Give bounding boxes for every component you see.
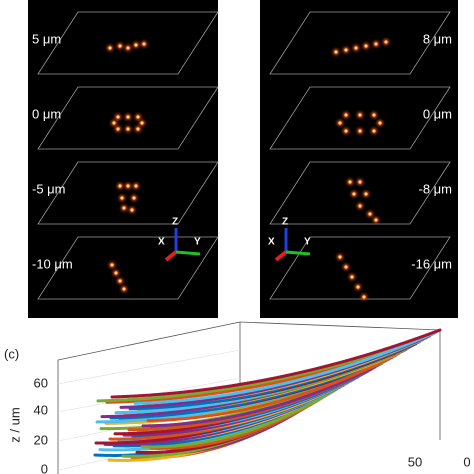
image-plane	[37, 161, 219, 225]
spot	[350, 275, 354, 279]
image-plane	[37, 236, 219, 300]
axis-label: X	[158, 237, 165, 248]
spot	[132, 196, 136, 200]
x-tick-label: 0	[463, 454, 470, 469]
spot	[114, 271, 118, 275]
spot	[126, 46, 130, 50]
axis-x	[274, 250, 288, 262]
axis-label: Z	[282, 217, 288, 228]
spot	[334, 50, 338, 54]
spot	[344, 129, 348, 133]
spot	[358, 113, 362, 117]
spot	[364, 192, 368, 196]
spot	[112, 121, 116, 125]
spot	[356, 285, 360, 289]
spot	[140, 121, 144, 125]
spot	[116, 115, 120, 119]
depth-label: 5 μm	[32, 31, 61, 46]
spot	[130, 208, 134, 212]
axis-label: Y	[304, 237, 311, 248]
panel-b: 8 μm 0 μm -8 μm -16 μm ZX Y	[260, 0, 458, 318]
z-tick-label: 0	[41, 461, 48, 474]
axis-label: Y	[194, 237, 201, 248]
spot	[362, 295, 366, 299]
axis-x	[164, 250, 178, 262]
trajectory	[110, 328, 442, 399]
trajectory	[133, 330, 439, 405]
spot	[142, 42, 146, 46]
image-plane	[37, 11, 219, 75]
x-tick-label: 50	[408, 454, 422, 469]
spot	[126, 127, 130, 131]
spot	[374, 42, 378, 46]
depth-label: -5 μm	[32, 181, 66, 196]
image-plane	[269, 86, 451, 150]
spot	[358, 129, 362, 133]
spot	[338, 121, 342, 125]
z-tick-label: 40	[34, 402, 48, 417]
spot	[126, 115, 130, 119]
depth-label: -16 μm	[411, 256, 452, 271]
axis-label: Z	[172, 217, 178, 228]
spot	[368, 212, 372, 216]
spot	[354, 46, 358, 50]
axis-label: X	[268, 237, 275, 248]
spot	[358, 180, 362, 184]
spot	[110, 263, 114, 267]
spot	[374, 218, 378, 222]
spot	[136, 127, 140, 131]
image-plane	[269, 11, 451, 75]
trajectory	[146, 351, 401, 423]
depth-label: 8 μm	[423, 31, 452, 46]
image-plane	[269, 161, 451, 225]
z-tick-label: 20	[34, 432, 48, 447]
z-tick-label: 60	[34, 375, 48, 390]
spot	[118, 44, 122, 48]
spot	[344, 48, 348, 52]
z-axis-title: z / um	[7, 407, 22, 442]
spot	[344, 113, 348, 117]
spot	[118, 279, 122, 283]
trajectory	[140, 387, 340, 449]
spot	[358, 204, 362, 208]
spot	[384, 40, 388, 44]
spot	[136, 115, 140, 119]
image-plane	[269, 236, 451, 300]
spot	[122, 206, 126, 210]
depth-label: 0 μm	[32, 106, 61, 121]
spot	[134, 184, 138, 188]
depth-label: 0 μm	[423, 106, 452, 121]
spot	[352, 192, 356, 196]
panel-label: (c)	[4, 346, 19, 361]
spot	[344, 265, 348, 269]
spot	[134, 43, 138, 47]
spot	[120, 196, 124, 200]
panel-a: 5 μm 0 μm -5 μm -10 μm ZX Y	[28, 0, 219, 318]
image-plane	[37, 86, 219, 150]
panel-c: (c) z / um 0 20 40 60 50 0	[4, 321, 471, 474]
depth-label: -10 μm	[32, 256, 73, 271]
axis-y	[285, 250, 311, 256]
spot	[338, 255, 342, 259]
spot	[126, 184, 130, 188]
spot	[116, 127, 120, 131]
spot	[372, 129, 376, 133]
spot	[364, 44, 368, 48]
spot	[108, 46, 112, 50]
axis-y	[175, 250, 201, 256]
depth-label: -8 μm	[419, 181, 453, 196]
spot	[118, 184, 122, 188]
spot	[372, 113, 376, 117]
spot	[122, 287, 126, 291]
spot	[378, 121, 382, 125]
trajectory	[141, 361, 384, 428]
spot	[348, 180, 352, 184]
